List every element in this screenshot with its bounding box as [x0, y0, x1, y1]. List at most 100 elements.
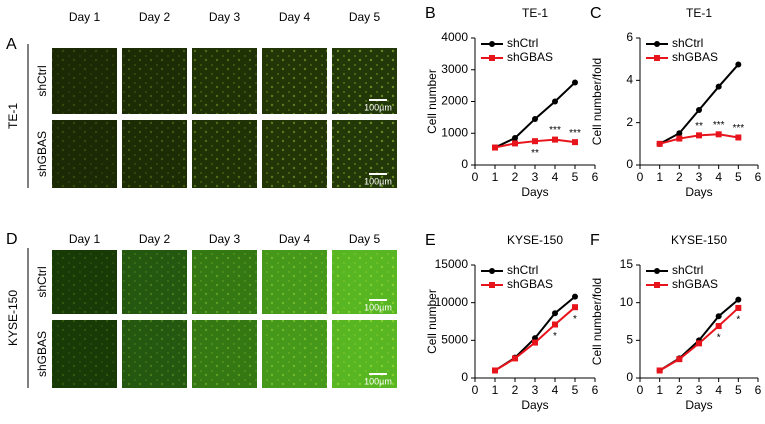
y-axis-label: Cell number	[425, 69, 439, 134]
marker	[696, 340, 702, 347]
legend-label: shGBAS	[507, 50, 553, 64]
x-tick-label: 1	[492, 170, 499, 184]
y-tick-label: 4	[626, 73, 633, 87]
micrograph-texture	[192, 250, 257, 314]
x-tick-label: 4	[715, 383, 722, 397]
chart-title: KYSE-150	[507, 233, 563, 247]
x-tick-label: 3	[696, 170, 703, 184]
day-label: Day 4	[279, 232, 311, 246]
marker	[676, 130, 683, 137]
y-tick-label: 15	[620, 257, 634, 271]
legend-label: shCtrl	[507, 263, 538, 277]
marker	[676, 135, 683, 142]
marker	[572, 293, 578, 300]
micrograph-texture	[332, 120, 397, 188]
marker	[552, 136, 558, 143]
marker	[532, 339, 538, 346]
micrograph-texture	[52, 48, 117, 114]
micrograph-texture	[52, 120, 117, 188]
marker	[552, 310, 558, 317]
x-tick-label: 5	[735, 383, 742, 397]
micrograph-texture	[262, 320, 327, 388]
day-label: Day 4	[279, 10, 311, 24]
marker	[676, 356, 683, 363]
y-tick-label: 0	[461, 157, 468, 171]
x-tick-label: 5	[572, 170, 579, 184]
significance: ***	[549, 125, 561, 136]
marker	[696, 132, 702, 139]
series-line	[494, 295, 576, 372]
y-axis-label: Cell number	[425, 289, 439, 354]
micrograph-texture	[52, 250, 117, 314]
x-tick-label: 6	[755, 383, 762, 397]
x-tick-label: 0	[472, 170, 479, 184]
micrograph-texture	[122, 48, 187, 114]
x-tick-label: 5	[572, 383, 579, 397]
x-tick-label: 3	[532, 383, 539, 397]
x-tick-label: 1	[656, 170, 663, 184]
panel-letter: B	[425, 5, 436, 22]
micrograph-texture	[122, 320, 187, 388]
y-tick-label: 0	[461, 370, 468, 384]
panel-letter: A	[6, 36, 17, 53]
marker	[715, 83, 722, 90]
series-line	[494, 81, 576, 149]
y-tick-label: 0	[626, 370, 633, 384]
x-axis-label: Days	[685, 185, 712, 199]
legend-marker	[489, 41, 495, 47]
marker	[715, 323, 722, 330]
marker	[512, 355, 518, 362]
y-tick-label: 5	[626, 333, 633, 347]
marker	[735, 61, 742, 68]
micrograph-texture	[192, 48, 257, 114]
micrograph-texture	[262, 120, 327, 188]
micrograph-texture	[192, 120, 257, 188]
x-tick-label: 3	[696, 383, 703, 397]
cell-line-label: KYSE-150	[6, 290, 20, 346]
chart-title: TE-1	[686, 6, 712, 20]
row-label: shCtrl	[35, 65, 49, 96]
x-tick-label: 6	[592, 383, 599, 397]
series-line	[659, 298, 739, 372]
marker	[572, 304, 578, 311]
x-tick-label: 6	[755, 170, 762, 184]
marker	[552, 321, 558, 328]
day-label: Day 1	[69, 10, 101, 24]
micrograph-texture	[332, 250, 397, 314]
scale-bar-label: 100µm	[364, 376, 392, 386]
panel-letter: C	[590, 5, 602, 22]
y-tick-label: 3000	[441, 62, 468, 76]
significance: ***	[569, 128, 581, 139]
significance: **	[531, 148, 539, 159]
day-label: Day 3	[209, 232, 241, 246]
day-label: Day 2	[139, 10, 171, 24]
y-axis-label: Cell number/fold	[590, 278, 604, 365]
x-tick-label: 2	[512, 170, 519, 184]
cell-line-label: TE-1	[6, 103, 20, 129]
x-tick-label: 0	[637, 383, 644, 397]
day-label: Day 5	[349, 10, 381, 24]
x-axis-label: Days	[521, 398, 548, 412]
significance: *	[553, 331, 557, 342]
chart-title: KYSE-150	[671, 233, 727, 247]
x-tick-label: 4	[552, 170, 559, 184]
marker	[512, 140, 518, 147]
marker	[735, 134, 742, 141]
legend-label: shGBAS	[672, 277, 718, 291]
y-axis-label: Cell number/fold	[590, 58, 604, 145]
x-tick-label: 0	[637, 170, 644, 184]
y-tick-label: 10000	[435, 295, 469, 309]
marker	[532, 115, 538, 122]
marker	[512, 135, 518, 142]
row-label: shGBAS	[35, 131, 49, 177]
x-axis-label: Days	[685, 398, 712, 412]
y-tick-label: 0	[626, 157, 633, 171]
x-tick-label: 2	[676, 383, 683, 397]
legend-label: shCtrl	[507, 36, 538, 50]
day-label: Day 2	[139, 232, 171, 246]
x-tick-label: 4	[715, 170, 722, 184]
x-tick-label: 0	[472, 383, 479, 397]
significance: **	[695, 121, 703, 132]
micrograph-texture	[52, 320, 117, 388]
